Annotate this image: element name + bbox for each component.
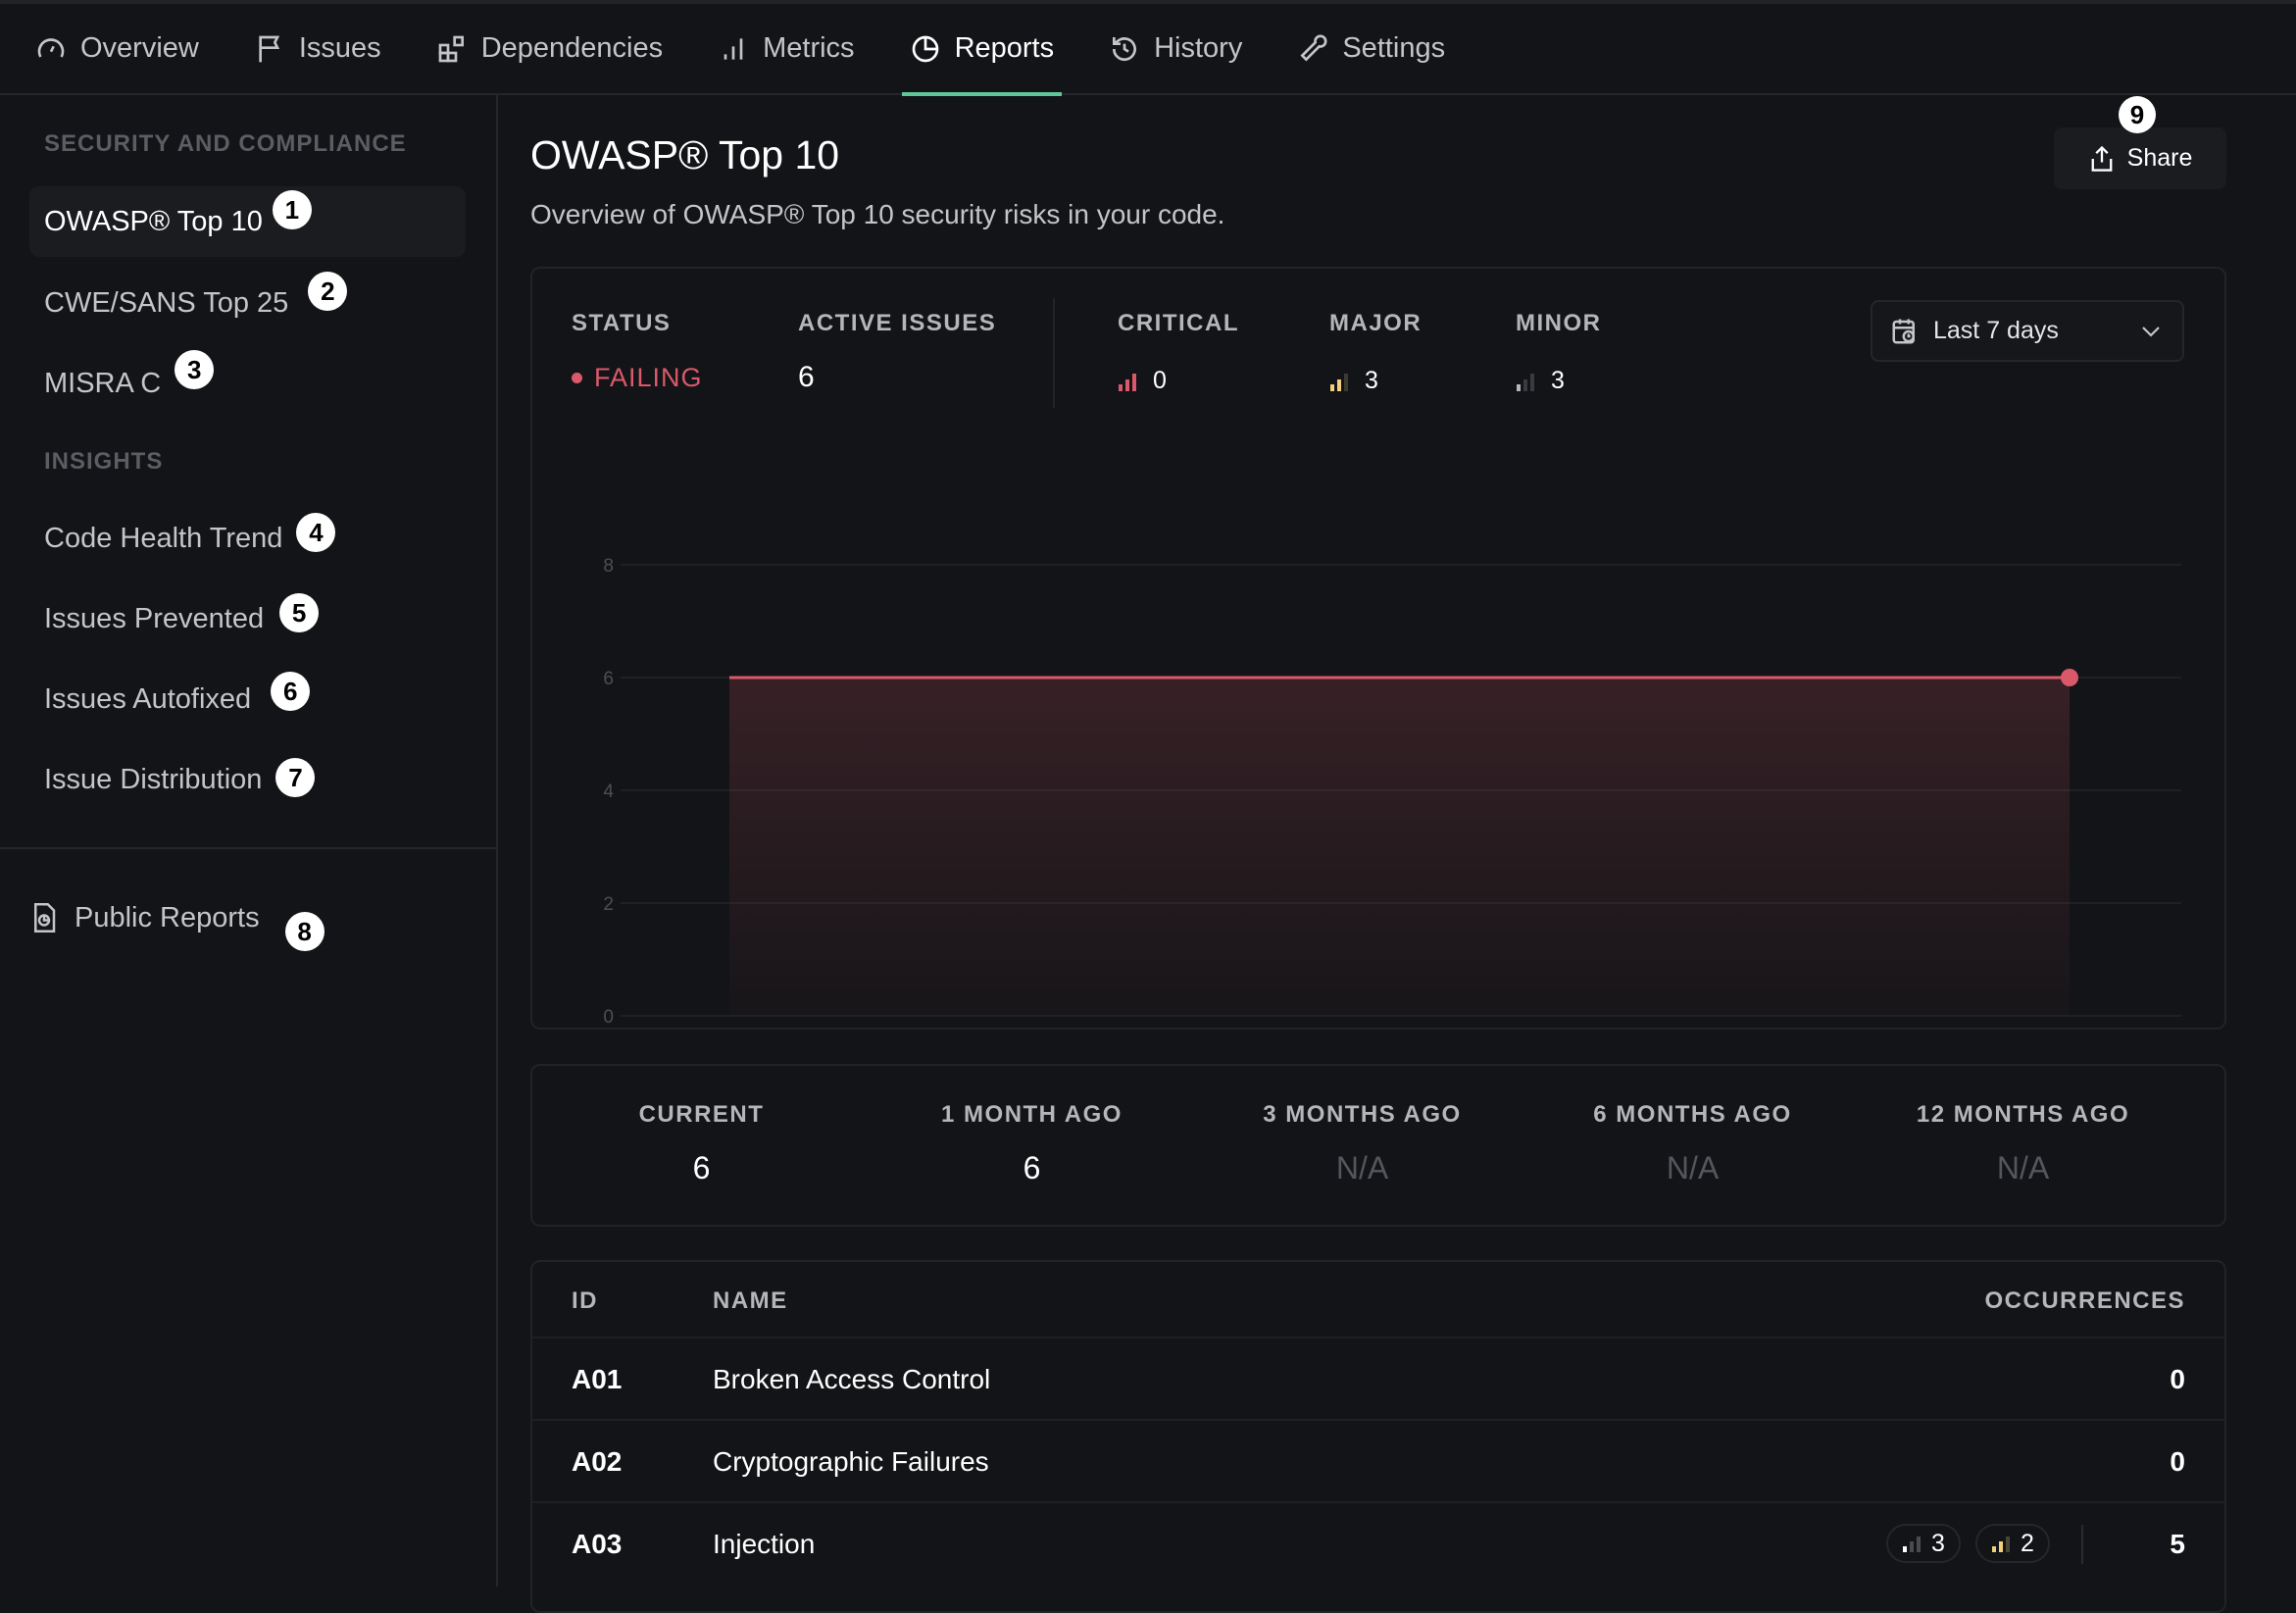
annotation-badge: 9 bbox=[2119, 96, 2156, 133]
history-label: 1 MONTH AGO bbox=[941, 1101, 1123, 1128]
annotation-badge: 5 bbox=[279, 593, 320, 632]
top-nav: Overview Issues Dependencies Metrics Rep… bbox=[0, 3, 2296, 96]
wrench-icon bbox=[1300, 33, 1327, 62]
share-button[interactable]: Share 9 bbox=[2054, 96, 2226, 189]
y-tick-label: 6 bbox=[603, 669, 614, 689]
major-label: MAJOR bbox=[1329, 310, 1423, 336]
history-label: CURRENT bbox=[638, 1101, 765, 1128]
minor-count-pill: 3 bbox=[1886, 1524, 1961, 1563]
minor-label: MINOR bbox=[1516, 310, 1602, 336]
severity-critical-icon bbox=[1119, 373, 1136, 391]
major-value: 3 bbox=[1329, 367, 1378, 395]
annotation-badge: 1 bbox=[272, 190, 312, 229]
y-tick-label: 8 bbox=[603, 556, 614, 577]
y-tick-label: 4 bbox=[603, 781, 614, 802]
history-value: N/A bbox=[1996, 1150, 2050, 1185]
active-issues-label: ACTIVE ISSUES bbox=[798, 310, 997, 336]
history-stat: 3 MONTHS AGO N/A bbox=[1197, 1066, 1527, 1186]
report-document-icon bbox=[34, 903, 56, 933]
history-card: CURRENT 6 1 MONTH AGO 6 3 MONTHS AGO N/A 6 MON… bbox=[530, 1064, 2226, 1227]
pie-chart-icon bbox=[912, 35, 938, 62]
summary-chart-card: STATUS FAILING ACTIVE ISSUES 6 CRITICAL … bbox=[530, 267, 2226, 1030]
summary-divider bbox=[1053, 298, 1055, 408]
critical-value: 0 bbox=[1118, 367, 1167, 395]
share-icon bbox=[2091, 145, 2113, 172]
area-fill bbox=[729, 678, 2070, 1016]
history-icon bbox=[1113, 36, 1137, 61]
calendar-clock-icon bbox=[1892, 319, 1915, 343]
history-stat: 6 MONTHS AGO N/A bbox=[1527, 1066, 1858, 1186]
severity-minor-icon bbox=[1903, 1537, 1921, 1552]
flag-icon bbox=[259, 35, 280, 62]
tab-metrics[interactable]: Metrics bbox=[718, 3, 855, 94]
blocks-icon bbox=[438, 35, 464, 62]
annotation-badge: 8 bbox=[284, 912, 324, 951]
history-stat: CURRENT 6 bbox=[536, 1066, 867, 1186]
severity-major-icon bbox=[1330, 373, 1348, 391]
history-value: 6 bbox=[1023, 1150, 1041, 1185]
severity-major-icon bbox=[1992, 1537, 2010, 1552]
sidebar-item-issues-autofixed[interactable]: Issues Autofixed 6 bbox=[29, 664, 466, 734]
status-label: STATUS bbox=[572, 310, 672, 336]
sidebar-item-public-reports[interactable]: Public Reports 8 bbox=[25, 882, 462, 953]
section-heading-security: SECURITY AND COMPLIANCE bbox=[44, 130, 407, 157]
major-count-pill: 2 bbox=[1975, 1524, 2050, 1563]
active-issues-value: 6 bbox=[798, 361, 815, 393]
annotation-badge: 2 bbox=[308, 272, 348, 311]
history-stat: 1 MONTH AGO 6 bbox=[867, 1066, 1197, 1186]
tab-overview[interactable]: Overview bbox=[35, 3, 199, 94]
column-header-occurrences: OCCURRENCES bbox=[1984, 1287, 2185, 1314]
owasp-table: ID NAME OCCURRENCES A01 Broken Access Con… bbox=[530, 1260, 2226, 1613]
history-value: 6 bbox=[692, 1150, 711, 1185]
tab-issues[interactable]: Issues bbox=[254, 3, 381, 94]
tab-dependencies[interactable]: Dependencies bbox=[436, 3, 663, 94]
history-stat: 12 MONTHS AGO N/A bbox=[1858, 1066, 2188, 1186]
column-header-id: ID bbox=[572, 1287, 598, 1314]
annotation-badge: 7 bbox=[275, 758, 316, 797]
annotation-badge: 4 bbox=[296, 513, 336, 552]
sidebar-item-code-health-trend[interactable]: Code Health Trend 4 bbox=[29, 503, 466, 574]
issues-trend-chart: 0246812 Mar13 Mar14 Mar15 Mar16 Mar17 Ma… bbox=[603, 556, 2181, 1028]
sidebar-item-cwe-sans[interactable]: CWE/SANS Top 25 2 bbox=[29, 268, 466, 338]
cell-divider bbox=[2081, 1525, 2083, 1564]
page-title: OWASP® Top 10 bbox=[530, 132, 840, 177]
sidebar-divider bbox=[0, 847, 498, 849]
page-subtitle: Overview of OWASP® Top 10 security risks… bbox=[530, 199, 1225, 229]
minor-value: 3 bbox=[1516, 367, 1565, 395]
sidebar-item-issue-distribution[interactable]: Issue Distribution 7 bbox=[29, 744, 466, 815]
history-label: 3 MONTHS AGO bbox=[1263, 1101, 1462, 1128]
sidebar: SECURITY AND COMPLIANCE OWASP® Top 10 1 C… bbox=[0, 95, 498, 1587]
history-value: N/A bbox=[1666, 1150, 1720, 1185]
status-dot-icon bbox=[572, 373, 582, 383]
table-row[interactable]: A03 Injection 3 2 5 bbox=[532, 1501, 2224, 1584]
bar-chart-icon bbox=[724, 37, 743, 60]
gauge-icon bbox=[37, 37, 65, 58]
y-tick-label: 2 bbox=[603, 894, 614, 915]
history-label: 12 MONTHS AGO bbox=[1916, 1101, 2130, 1128]
tab-settings[interactable]: Settings bbox=[1297, 3, 1445, 94]
status-value: FAILING bbox=[572, 363, 703, 393]
annotation-badge: 3 bbox=[175, 350, 215, 389]
history-value: N/A bbox=[1335, 1150, 1389, 1185]
tab-history[interactable]: History bbox=[1109, 3, 1242, 94]
annotation-badge: 6 bbox=[271, 672, 311, 711]
section-heading-insights: INSIGHTS bbox=[44, 448, 164, 475]
severity-minor-icon bbox=[1517, 373, 1534, 391]
date-range-dropdown[interactable]: Last 7 days bbox=[1871, 300, 2184, 362]
tab-reports[interactable]: Reports bbox=[901, 3, 1062, 96]
table-row[interactable]: A01 Broken Access Control 0 bbox=[532, 1336, 2224, 1419]
y-tick-label: 0 bbox=[603, 1007, 614, 1028]
critical-label: CRITICAL bbox=[1118, 310, 1239, 336]
column-header-name: NAME bbox=[713, 1287, 788, 1314]
chevron-down-icon bbox=[2142, 326, 2160, 337]
data-point bbox=[2061, 669, 2078, 686]
sidebar-item-issues-prevented[interactable]: Issues Prevented 5 bbox=[29, 583, 466, 654]
table-row[interactable]: A02 Cryptographic Failures 0 bbox=[532, 1419, 2224, 1501]
top-border bbox=[0, 0, 2296, 4]
history-label: 6 MONTHS AGO bbox=[1593, 1101, 1792, 1128]
sidebar-item-owasp[interactable]: OWASP® Top 10 1 bbox=[29, 186, 466, 257]
